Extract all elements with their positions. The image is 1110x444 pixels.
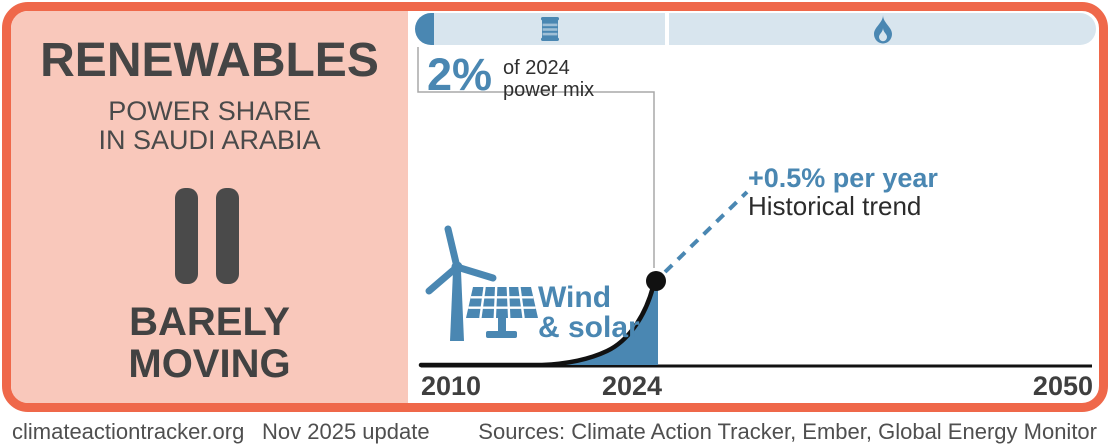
verdict-text: BARELY MOVING <box>11 301 408 385</box>
series-label: Wind & solar <box>538 283 640 343</box>
x-tick-2050: 2050 <box>1032 371 1093 401</box>
gas-flame-icon <box>873 15 892 44</box>
subtitle-line-2: IN SAUDI ARABIA <box>98 125 321 155</box>
footer-update-date: Nov 2025 update <box>262 419 430 444</box>
share-caption: of 2024 power mix <box>503 57 594 101</box>
trend-label: Historical trend <box>748 191 922 221</box>
mix-bar-divider <box>665 13 669 45</box>
pause-icon <box>175 188 239 284</box>
share-caption-line-2: power mix <box>503 79 595 101</box>
subtitle-line-1: POWER SHARE <box>108 96 311 126</box>
footer-sources: Sources: Climate Action Tracker, Ember, … <box>478 419 1097 444</box>
oil-barrel-icon <box>540 17 559 41</box>
page-subtitle: POWER SHARE IN SAUDI ARABIA <box>11 97 408 155</box>
pause-icon-bar-right <box>216 188 239 284</box>
left-panel <box>11 11 408 403</box>
page-title: RENEWABLES <box>40 34 379 87</box>
share-caption-line-1: of 2024 <box>503 57 570 79</box>
verdict-line-1: BARELY <box>129 300 290 344</box>
mix-segment-oil <box>434 13 665 45</box>
trend-value: +0.5% per year <box>748 163 938 193</box>
verdict-line-2: MOVING <box>128 342 291 386</box>
share-value: 2% <box>427 49 493 100</box>
x-tick-2010: 2010 <box>421 371 482 401</box>
pause-icon-bar-left <box>175 188 198 284</box>
series-label-line-1: Wind <box>538 281 612 314</box>
x-tick-2024: 2024 <box>601 371 663 401</box>
series-label-line-2: & solar <box>538 311 640 344</box>
mix-segment-gas <box>669 13 1096 45</box>
footer-site-url: climateactiontracker.org <box>12 419 245 444</box>
power-mix-bar <box>415 13 1096 45</box>
mix-segment-wind-solar <box>415 13 434 45</box>
